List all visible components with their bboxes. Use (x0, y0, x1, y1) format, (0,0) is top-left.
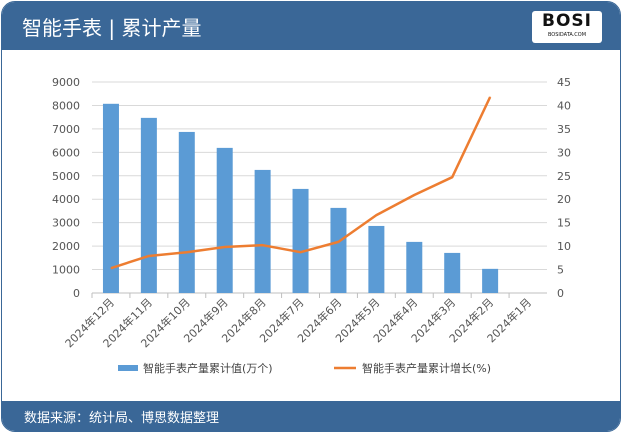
bar (216, 147, 233, 293)
bar (254, 169, 271, 293)
bar (178, 131, 195, 293)
bar (482, 268, 499, 293)
header-bar: 智能手表 | 累计产量 BOSI BOSIDATA.COM (2, 2, 620, 50)
footer-bar: 数据来源：统计局、博思数据整理 (2, 401, 620, 431)
y-right-tick-label: 10 (557, 240, 571, 253)
y-right-tick-label: 5 (557, 264, 564, 277)
line-point (224, 246, 226, 248)
bar (330, 207, 347, 293)
line-point (489, 96, 491, 98)
legend-line-label: 智能手表产量累计增长(%) (362, 361, 491, 375)
line-point (186, 251, 188, 253)
y-right-tick-label: 20 (557, 193, 571, 206)
y-left-tick-label: 1000 (52, 264, 80, 277)
data-source: 数据来源：统计局、博思数据整理 (24, 411, 220, 426)
y-left-tick-label: 4000 (52, 193, 80, 206)
y-left-tick-label: 0 (73, 287, 80, 300)
bar (140, 117, 157, 294)
page-title: 智能手表 | 累计产量 (22, 16, 202, 40)
y-right-tick-label: 15 (557, 217, 571, 230)
y-left-tick-label: 3000 (52, 217, 80, 230)
y-right-tick-label: 30 (557, 146, 571, 159)
y-left-tick-label: 8000 (52, 99, 80, 112)
y-left-tick-label: 6000 (52, 146, 80, 159)
y-left-tick-label: 5000 (52, 170, 80, 183)
legend-bar-swatch (118, 365, 138, 371)
y-right-tick-label: 35 (557, 123, 571, 136)
bar (102, 103, 119, 293)
y-right-tick-label: 40 (557, 99, 571, 112)
bar (368, 225, 385, 293)
line-point (262, 244, 264, 246)
line-point (375, 214, 377, 216)
line-point (300, 251, 302, 253)
y-right-tick-label: 25 (557, 170, 571, 183)
line-point (148, 255, 150, 257)
bar (444, 252, 461, 293)
y-left-tick-label: 9000 (52, 76, 80, 89)
y-left-tick-label: 2000 (52, 240, 80, 253)
line-point (451, 176, 453, 178)
line-point (337, 241, 339, 243)
y-left-tick-label: 7000 (52, 123, 80, 136)
bar (406, 241, 423, 293)
legend-bar-label: 智能手表产量累计值(万个) (143, 361, 273, 375)
bar (292, 188, 309, 293)
line-point (413, 194, 415, 196)
line-point (110, 267, 112, 269)
y-right-tick-label: 45 (557, 76, 571, 89)
bosi-logo: BOSI BOSIDATA.COM (532, 11, 602, 43)
y-right-tick-label: 0 (557, 287, 564, 300)
